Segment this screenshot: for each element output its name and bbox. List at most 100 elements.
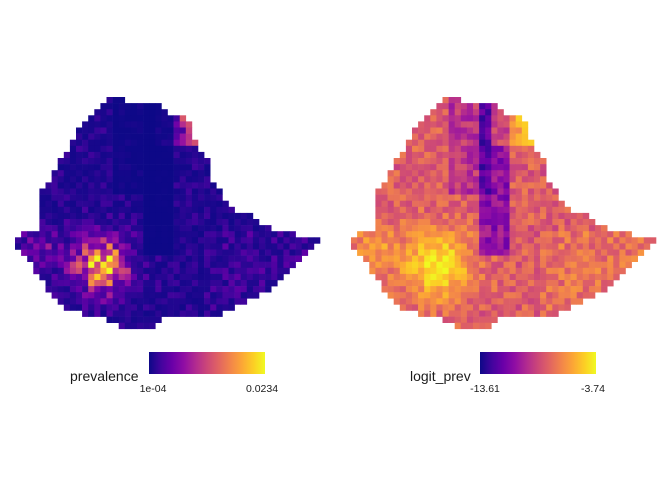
map-cell <box>485 292 492 299</box>
map-cell <box>466 164 474 171</box>
map-cell <box>442 316 449 323</box>
map-cell <box>130 231 138 238</box>
map-cell <box>155 200 162 208</box>
map-cell <box>240 225 248 232</box>
map-cell <box>564 286 571 293</box>
map-cell <box>130 261 138 269</box>
map-cell <box>143 206 150 214</box>
map-cell <box>497 127 504 134</box>
map-cell <box>63 231 71 238</box>
map-cell <box>161 267 168 275</box>
map-cell <box>161 292 168 299</box>
map-cell <box>100 145 107 153</box>
map-cell <box>63 280 71 287</box>
map-cell <box>521 231 529 238</box>
map-cell <box>149 286 156 293</box>
map-cell <box>454 158 462 165</box>
map-cell <box>39 219 46 226</box>
map-cell <box>63 237 71 244</box>
map-cell <box>277 273 284 281</box>
map-cell <box>185 139 193 147</box>
map-cell <box>460 182 468 189</box>
map-cell <box>167 280 174 287</box>
map-cell <box>412 298 419 305</box>
map-cell <box>161 206 168 214</box>
map-cell <box>210 267 217 275</box>
map-cell <box>155 237 162 244</box>
map-cell <box>448 249 455 256</box>
map-cell <box>167 243 174 250</box>
map-cell <box>503 231 510 238</box>
map-cell <box>185 261 193 269</box>
map-cell <box>405 292 413 299</box>
map-cell <box>76 164 83 171</box>
map-cell <box>473 261 480 269</box>
map-cell <box>466 121 474 128</box>
map-cell <box>149 182 156 189</box>
map-cell <box>167 255 174 262</box>
map-cell <box>167 225 174 232</box>
map-cell <box>558 286 565 293</box>
map-cell <box>546 255 553 262</box>
map-cell <box>466 206 474 214</box>
map-cell <box>558 273 565 281</box>
map-cell <box>155 273 162 281</box>
map-cell <box>454 267 462 275</box>
map-cell <box>601 243 608 250</box>
map-cell <box>527 298 535 305</box>
map-cell <box>88 188 95 195</box>
map-cell <box>191 292 199 299</box>
map-cell <box>412 188 419 195</box>
map-cell <box>137 219 144 226</box>
map-cell <box>57 237 65 244</box>
map-cell <box>442 97 449 104</box>
map-cell <box>143 115 150 122</box>
map-cell <box>100 115 107 122</box>
map-cell <box>137 310 144 317</box>
map-cell <box>582 231 590 238</box>
map-cell <box>118 103 126 110</box>
map-cell <box>88 292 95 299</box>
map-cell <box>155 127 162 134</box>
map-cell <box>88 286 95 293</box>
map-cell <box>436 267 443 275</box>
map-cell <box>155 267 162 275</box>
map-cell <box>106 127 113 134</box>
map-cell <box>521 292 529 299</box>
map-cell <box>534 273 541 281</box>
map-cell <box>399 237 407 244</box>
map-cell <box>106 219 113 226</box>
map-cell <box>112 286 119 293</box>
map-cell <box>412 255 419 262</box>
map-cell <box>454 243 462 250</box>
map-cell <box>601 237 608 244</box>
map-cell <box>558 280 565 287</box>
map-cell <box>124 286 132 293</box>
map-cell <box>82 237 89 244</box>
map-cell <box>430 188 437 195</box>
map-cell <box>448 267 455 275</box>
map-cell <box>442 231 449 238</box>
map-cell <box>473 176 480 183</box>
map-cell <box>607 255 614 262</box>
map-cell <box>149 206 156 214</box>
map-cell <box>179 133 187 140</box>
map-cell <box>204 182 211 189</box>
map-cell <box>240 292 248 299</box>
map-cell <box>448 133 455 140</box>
map-cell <box>130 194 138 201</box>
map-cell <box>149 170 156 177</box>
map-cell <box>112 273 119 281</box>
map-cell <box>387 243 394 250</box>
map-cell <box>424 139 431 147</box>
map-cell <box>198 176 205 183</box>
map-cell <box>124 151 132 159</box>
map-cell <box>191 237 199 244</box>
map-cell <box>405 200 413 208</box>
map-cell <box>130 103 138 110</box>
map-cell <box>497 304 504 311</box>
map-cell <box>51 267 58 275</box>
map-cell <box>527 219 535 226</box>
map-cell <box>485 127 492 134</box>
map-cell <box>454 316 462 323</box>
